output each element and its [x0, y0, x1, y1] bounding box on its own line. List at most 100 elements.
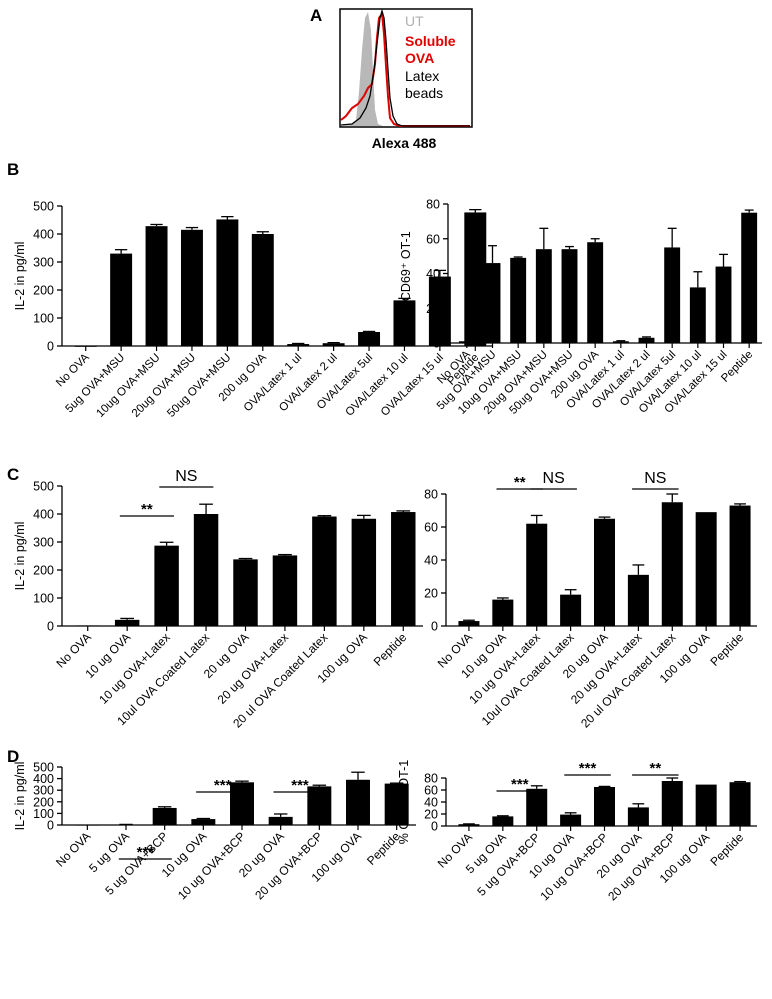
bar-b-right-10 — [715, 266, 732, 343]
bar-b-left-7 — [322, 343, 345, 346]
bar-c-left-1 — [114, 619, 140, 626]
bar-b-right-1 — [484, 263, 501, 343]
panel-label-d: D — [7, 747, 20, 766]
bar-b-left-8 — [358, 332, 381, 346]
sig-label-d-right-1: *** — [579, 760, 597, 777]
sig-label-c-left-0: ** — [141, 501, 153, 518]
bar-d-left-3 — [191, 819, 216, 825]
sig-label-c-left-1: NS — [175, 468, 197, 485]
x-tick-label-b-left-9: OVA/Latex 10 ul — [343, 352, 410, 419]
y-axis-label-b-left: IL-2 in pg/ml — [13, 242, 27, 311]
bar-b-right-4 — [561, 249, 578, 343]
histogram-soluble-line — [340, 11, 470, 127]
x-tick-label-b-left-2: 10ug OVA+MSU — [94, 352, 162, 420]
y-tick-label-d-left-4: 400 — [33, 772, 54, 786]
y-tick-label-c-left-1: 100 — [33, 592, 54, 606]
y-tick-label-c-left-0: 0 — [47, 620, 54, 634]
bar-c-right-5 — [627, 574, 649, 626]
bar-c-right-7 — [695, 512, 717, 626]
x-tick-label-b-left-10: OVA/Latex 15 ul — [379, 352, 446, 419]
bar-c-right-3 — [560, 594, 582, 626]
y-axis-label-c-right: % CD69⁺ OT-1 — [397, 518, 411, 602]
sig-label-d-left-1: *** — [214, 777, 232, 794]
bar-b-right-5 — [587, 242, 604, 343]
y-axis-label-d-left: IL-2 in pg/ml — [13, 762, 27, 831]
bar-b-left-11 — [464, 212, 487, 346]
bar-b-right-8 — [664, 247, 681, 343]
x-tick-label-b-left-4: 50ug OVA+MSU — [165, 352, 233, 420]
bar-d-left-6 — [307, 786, 332, 825]
bar-c-left-3 — [193, 514, 219, 626]
legend-latex: Latex — [405, 68, 439, 84]
bar-b-left-5 — [251, 234, 274, 346]
bar-b-right-2 — [510, 257, 527, 343]
y-tick-label-b-left-3: 300 — [33, 256, 54, 270]
x-tick-label-c-left-2: 10 ug OVA+Latex — [96, 630, 173, 707]
bar-b-left-4 — [216, 219, 239, 346]
bar-c-right-8 — [729, 505, 751, 626]
y-tick-label-c-left-3: 300 — [33, 536, 54, 550]
panel-label-b: B — [7, 160, 20, 179]
sig-label-d-left-0: *** — [137, 844, 155, 861]
bar-b-right-11 — [741, 212, 758, 343]
bar-c-left-2 — [154, 545, 179, 626]
bar-b-right-3 — [535, 249, 552, 343]
sig-label-d-right-0: *** — [511, 776, 529, 793]
bar-c-right-4 — [593, 518, 616, 626]
bar-b-left-9 — [393, 300, 416, 346]
y-tick-label-b-right-4: 80 — [426, 198, 440, 212]
bar-b-left-2 — [145, 226, 168, 346]
y-tick-label-d-left-0: 0 — [47, 819, 54, 833]
x-tick-label-c-left-5: 20 ug OVA+Latex — [215, 630, 292, 707]
bar-d-right-3 — [560, 814, 582, 826]
bar-c-left-5 — [272, 555, 298, 626]
bar-d-left-7 — [346, 779, 370, 825]
sig-label-c-right-2: NS — [644, 470, 666, 487]
bar-b-left-3 — [180, 229, 203, 346]
y-tick-label-d-right-0: 0 — [431, 820, 438, 834]
bar-c-right-2 — [526, 523, 548, 626]
y-tick-label-b-right-3: 60 — [426, 232, 440, 246]
bar-d-left-2 — [152, 807, 177, 825]
sig-label-d-left-2: *** — [291, 777, 309, 794]
y-tick-label-c-right-4: 80 — [424, 488, 438, 502]
y-tick-label-b-right-2: 40 — [426, 267, 440, 281]
y-tick-label-d-right-4: 80 — [424, 772, 438, 786]
y-tick-label-b-right-1: 20 — [426, 302, 440, 316]
sig-label-c-right-1: NS — [543, 470, 565, 487]
bar-d-left-4 — [230, 782, 254, 825]
x-tick-label-d-left-4: 10 ug OVA+BCP — [175, 829, 248, 902]
bar-c-left-6 — [312, 516, 337, 626]
y-tick-label-d-left-3: 300 — [33, 784, 54, 798]
bar-c-left-4 — [233, 559, 258, 626]
bar-d-left-8 — [384, 783, 409, 825]
bar-d-right-7 — [695, 784, 717, 826]
x-tick-label-c-left-8: Peptide — [371, 630, 410, 669]
y-tick-label-c-left-5: 500 — [33, 480, 54, 494]
histogram-x-label: Alexa 488 — [372, 135, 437, 151]
x-tick-label-d-left-6: 20 ug OVA+BCP — [252, 829, 325, 902]
y-tick-label-c-right-1: 20 — [424, 587, 438, 601]
bar-b-right-0 — [458, 341, 475, 343]
y-tick-label-c-right-2: 40 — [424, 554, 438, 568]
y-tick-label-d-right-3: 60 — [424, 784, 438, 798]
bar-d-right-4 — [593, 787, 616, 826]
legend-beads: beads — [405, 85, 443, 101]
bar-b-right-9 — [689, 287, 706, 343]
y-axis-label-b-right: % CD69⁺ OT-1 — [399, 231, 413, 315]
y-tick-label-d-left-1: 100 — [33, 807, 54, 821]
y-tick-label-b-right-0: 0 — [433, 337, 440, 351]
y-tick-label-d-left-5: 500 — [33, 761, 54, 775]
bar-c-right-1 — [492, 599, 514, 626]
legend-ova: OVA — [405, 50, 434, 66]
bar-d-right-0 — [458, 824, 480, 826]
bar-c-right-0 — [458, 621, 480, 626]
bar-d-right-5 — [627, 807, 649, 826]
y-axis-label-c-left: IL-2 in pg/ml — [13, 522, 27, 591]
panel-label-c: C — [7, 465, 20, 484]
